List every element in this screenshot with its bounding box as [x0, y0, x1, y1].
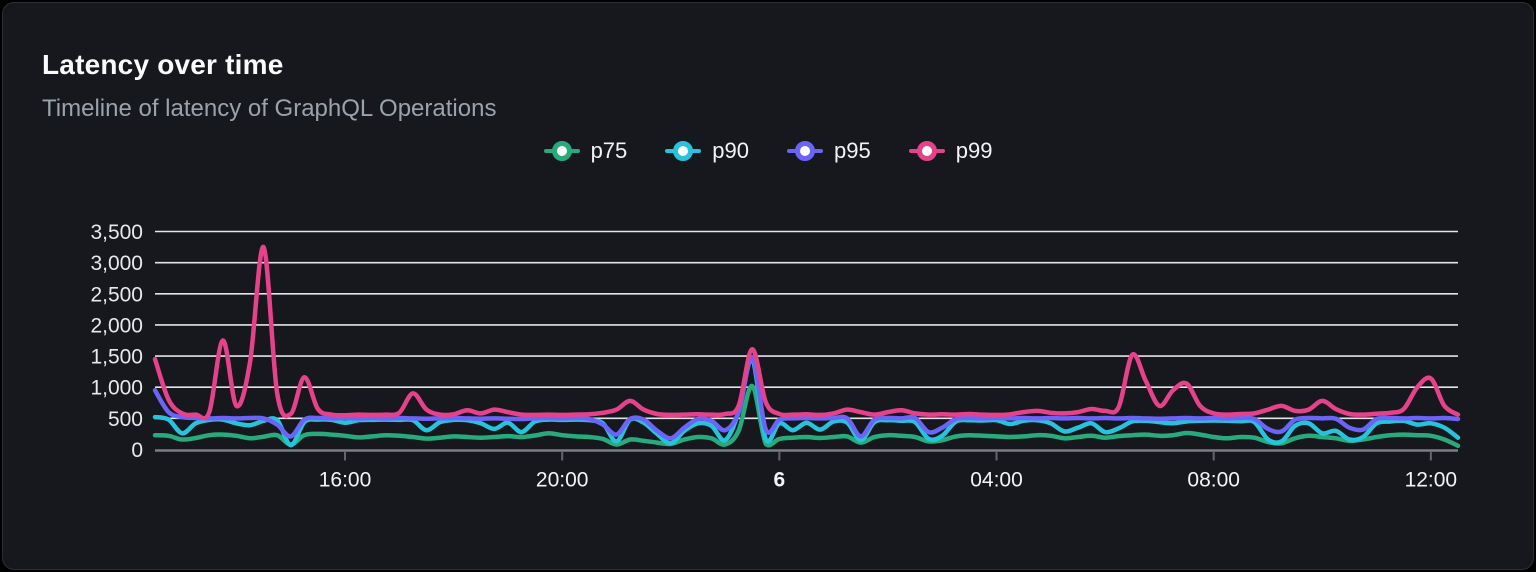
- series-line-p95[interactable]: [152, 355, 1461, 441]
- legend-marker-icon: [665, 141, 702, 161]
- legend-marker-icon: [908, 141, 945, 161]
- y-axis-label: 2,000: [90, 314, 143, 337]
- legend-dot-icon: [795, 141, 815, 161]
- y-axis-label: 3,000: [90, 252, 143, 275]
- legend-dot-icon: [916, 141, 937, 161]
- series-line-p99[interactable]: [152, 244, 1461, 421]
- legend-item-label: p95: [834, 138, 871, 163]
- y-axis-label: 1,000: [90, 377, 143, 400]
- x-axis-label: 20:00: [536, 469, 589, 492]
- legend-item-p75[interactable]: p75: [543, 138, 628, 164]
- legend-marker-icon: [787, 141, 823, 161]
- y-axis-label: 3,500: [90, 221, 143, 244]
- chart-title: Latency over time: [42, 49, 284, 80]
- legend-item-label: p75: [590, 138, 628, 163]
- legend-item-label: p90: [712, 138, 749, 163]
- x-axis-label: 12:00: [1405, 469, 1458, 492]
- series-line-p90[interactable]: [152, 356, 1461, 448]
- x-axis-label: 6: [774, 469, 786, 492]
- legend-item-p90[interactable]: p90: [665, 138, 749, 164]
- legend-item-p99[interactable]: p99: [908, 138, 993, 164]
- y-axis-label: 1,500: [90, 346, 143, 369]
- chart-subtitle: Timeline of latency of GraphQL Operation…: [42, 95, 497, 122]
- chart-legend: p75 p90 p95 p99: [0, 138, 1536, 164]
- legend-item-label: p99: [955, 138, 993, 163]
- x-axis-label: 08:00: [1187, 469, 1240, 492]
- y-axis-label: 2,500: [90, 283, 143, 306]
- legend-marker-icon: [543, 141, 580, 161]
- y-axis-label: 0: [131, 439, 143, 462]
- legend-dot-icon: [551, 141, 572, 161]
- x-axis-label: 04:00: [970, 469, 1023, 492]
- y-axis-label: 500: [108, 408, 143, 431]
- legend-dot-icon: [673, 141, 694, 161]
- x-axis-label: 16:00: [319, 469, 372, 492]
- legend-item-p95[interactable]: p95: [787, 138, 871, 164]
- series-line-p75[interactable]: [152, 383, 1461, 449]
